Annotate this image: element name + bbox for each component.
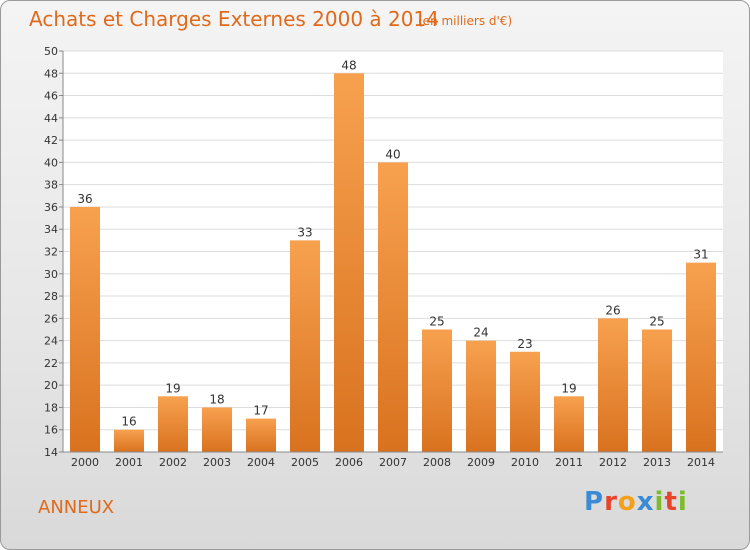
data-label-2001: 16	[121, 415, 136, 429]
x-tick-label-2008: 2008	[423, 456, 451, 469]
x-tick-label-2006: 2006	[335, 456, 363, 469]
data-label-2002: 19	[165, 381, 180, 395]
chart-subtitle: (en milliers d'€)	[418, 14, 513, 28]
x-tick-label-2011: 2011	[555, 456, 583, 469]
y-tick-label: 22	[44, 357, 58, 370]
bar-2013	[642, 329, 672, 452]
y-tick-label: 24	[44, 335, 58, 348]
data-label-2012: 26	[605, 303, 620, 317]
bar-2007	[378, 162, 408, 452]
data-label-2004: 17	[253, 404, 268, 418]
bar-2006	[334, 73, 364, 453]
data-label-2010: 23	[517, 337, 532, 351]
x-tick-label-2014: 2014	[687, 456, 715, 469]
x-tick-label-2010: 2010	[511, 456, 539, 469]
x-tick-label-2002: 2002	[159, 456, 187, 469]
y-tick-label: 44	[44, 112, 58, 125]
data-label-2003: 18	[209, 392, 224, 406]
bar-2005	[290, 240, 320, 452]
y-tick-label: 20	[44, 379, 58, 392]
data-label-2014: 31	[693, 248, 708, 262]
data-label-2009: 24	[473, 326, 488, 340]
x-tick-label-2004: 2004	[247, 456, 275, 469]
x-tick-label-2007: 2007	[379, 456, 407, 469]
y-tick-label: 46	[44, 90, 58, 103]
y-tick-label: 30	[44, 268, 58, 281]
data-label-2013: 25	[649, 314, 664, 328]
y-axis-ticks: 14 16 18 20 22 24 26 28 30 32 34 36 38 40 42 44 46 48 50	[44, 45, 63, 459]
x-axis-ticks: 2000 2001 2002 2003 2004 2005 2006 2007 2008 2009…	[71, 456, 715, 469]
x-tick-label-2003: 2003	[203, 456, 231, 469]
commune-name: ANNEUX	[38, 497, 115, 518]
bar-2011	[554, 396, 584, 452]
y-tick-label: 48	[44, 67, 58, 80]
y-tick-label: 42	[44, 134, 58, 147]
y-tick-label: 50	[44, 45, 58, 58]
x-tick-label-2012: 2012	[599, 456, 627, 469]
data-label-2008: 25	[429, 314, 444, 328]
y-tick-label: 28	[44, 290, 58, 303]
data-label-2000: 36	[77, 192, 92, 206]
x-tick-label-2000: 2000	[71, 456, 99, 469]
bar-2010	[510, 351, 540, 452]
y-tick-label: 26	[44, 312, 58, 325]
y-tick-label: 32	[44, 246, 58, 259]
x-tick-label-2001: 2001	[115, 456, 143, 469]
bar-2002	[158, 396, 188, 452]
y-tick-label: 14	[44, 446, 58, 459]
y-tick-label: 38	[44, 179, 58, 192]
chart-title: Achats et Charges Externes 2000 à 2014	[29, 7, 439, 31]
bar-2014	[686, 262, 716, 452]
x-tick-label-2005: 2005	[291, 456, 319, 469]
proxiti-logo[interactable]: Proxiti	[584, 487, 688, 517]
x-tick-label-2009: 2009	[467, 456, 495, 469]
bar-2000	[70, 206, 100, 452]
data-label-2007: 40	[385, 147, 400, 161]
y-tick-label: 36	[44, 201, 58, 214]
data-label-2005: 33	[297, 225, 312, 239]
y-tick-label: 34	[44, 223, 58, 236]
bar-2003	[202, 407, 232, 452]
y-tick-label: 40	[44, 156, 58, 169]
x-tick-label-2013: 2013	[643, 456, 671, 469]
data-label-2011: 19	[561, 381, 576, 395]
y-tick-label: 18	[44, 401, 58, 414]
data-label-2006: 48	[341, 58, 356, 72]
bar-2004	[246, 418, 276, 452]
y-tick-label: 16	[44, 424, 58, 437]
bar-2008	[422, 329, 452, 452]
data-labels: 36 16 19 18 17 33 48 40 25 24 23 19 26 25 31	[77, 58, 708, 428]
bar-2001	[114, 429, 144, 452]
bar-2009	[466, 340, 496, 452]
bar-2012	[598, 318, 628, 452]
bars	[70, 73, 716, 453]
